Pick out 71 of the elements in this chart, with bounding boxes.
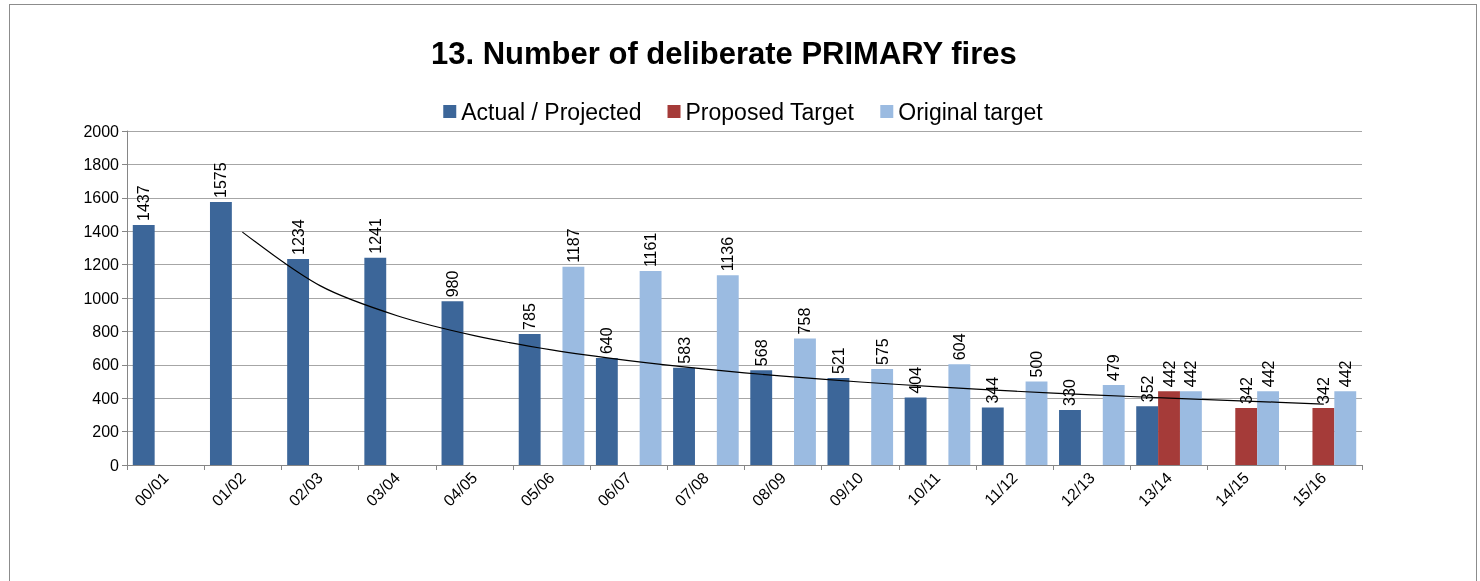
y-tick-label: 1200	[83, 256, 120, 274]
data-label: 1136	[719, 236, 737, 272]
data-label: 330	[1061, 379, 1079, 406]
bar	[1025, 381, 1048, 465]
bar	[827, 377, 850, 465]
bar	[595, 358, 618, 465]
data-label: 442	[1336, 360, 1354, 388]
data-label: 521	[829, 347, 847, 374]
data-label: 1234	[289, 219, 307, 255]
y-tick-label: 600	[92, 356, 120, 374]
data-label: 442	[1259, 360, 1277, 388]
y-tick-label: 400	[92, 389, 120, 407]
data-label: 575	[873, 338, 891, 365]
bar	[1257, 391, 1280, 465]
data-label: 758	[796, 307, 814, 335]
data-label: 342	[1314, 377, 1332, 404]
bar	[716, 275, 739, 465]
bar	[209, 201, 232, 465]
data-label: 1575	[212, 162, 230, 198]
data-label: 479	[1105, 354, 1123, 382]
data-label: 568	[752, 339, 770, 367]
data-label: 1437	[135, 185, 153, 222]
data-label: 640	[598, 327, 616, 355]
bar	[639, 271, 662, 465]
legend-label: Proposed Target	[685, 98, 855, 125]
data-label: 1161	[642, 232, 660, 268]
bar	[1158, 391, 1180, 465]
legend-label: Original target	[898, 98, 1044, 125]
bar	[1179, 391, 1202, 465]
bar	[1235, 407, 1258, 465]
bar	[794, 338, 816, 465]
data-label: 442	[1160, 360, 1178, 388]
bar	[1334, 391, 1357, 465]
y-tick-label: 0	[110, 456, 120, 474]
data-label: 500	[1028, 350, 1046, 378]
y-tick-label: 1400	[83, 222, 120, 240]
bar	[518, 333, 541, 465]
data-label: 442	[1182, 360, 1200, 388]
y-tick-label: 200	[92, 423, 120, 441]
bar	[441, 301, 464, 465]
y-tick-label: 2000	[83, 122, 120, 140]
data-label: 1187	[564, 228, 582, 263]
y-tick-label: 1800	[83, 155, 120, 173]
bar	[364, 257, 387, 465]
data-label: 1241	[366, 218, 384, 254]
bar	[750, 370, 773, 465]
data-label: 342	[1237, 377, 1255, 404]
bar	[871, 368, 894, 465]
y-tick-label: 800	[92, 322, 120, 340]
bar	[1102, 385, 1125, 465]
data-label: 352	[1138, 375, 1156, 403]
data-label: 785	[521, 303, 539, 330]
bar	[132, 225, 155, 465]
bar	[1312, 407, 1335, 465]
bar	[1059, 409, 1081, 465]
y-tick-label: 1000	[83, 289, 120, 307]
data-label: 604	[950, 333, 968, 361]
bar	[673, 367, 695, 465]
chart-title: 13. Number of deliberate PRIMARY fires	[431, 36, 1017, 71]
bar	[981, 407, 1004, 465]
data-label: 404	[907, 366, 925, 394]
bar	[562, 266, 585, 465]
bar	[948, 364, 971, 465]
legend-label: Actual / Projected	[461, 98, 642, 125]
bar	[904, 397, 927, 465]
data-label: 980	[443, 270, 461, 298]
data-label: 344	[984, 376, 1002, 404]
y-tick-label: 1600	[83, 189, 120, 207]
bar	[1136, 406, 1159, 465]
bar	[287, 258, 310, 465]
data-label: 583	[675, 336, 693, 364]
